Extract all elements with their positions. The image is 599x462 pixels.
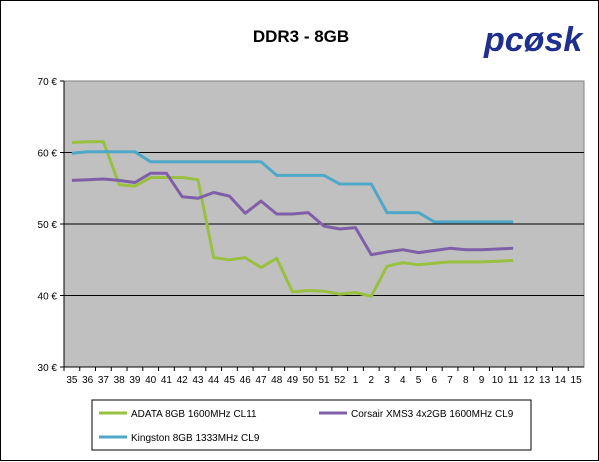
y-axis-ticks: 30 € 40 € 50 € 60 € 70 €	[38, 77, 65, 374]
x-tick-label: 39	[129, 375, 141, 386]
series-line-3	[71, 150, 514, 224]
legend-box	[91, 399, 532, 451]
y-tick-label: 50 €	[38, 220, 58, 231]
x-tick-label: 1	[353, 375, 359, 386]
x-tick-label: 14	[555, 375, 567, 386]
x-tick-label: 13	[539, 375, 551, 386]
x-tick-label: 12	[523, 375, 535, 386]
x-tick-label: 7	[447, 375, 453, 386]
series-line-2	[71, 171, 514, 257]
y-tick-label: 70 €	[38, 77, 58, 88]
series-line-1	[71, 140, 514, 298]
x-tick-label: 37	[98, 375, 110, 386]
x-tick-label: 36	[82, 375, 94, 386]
x-tick-label: 40	[145, 375, 157, 386]
chart-title: DDR3 - 8GB	[253, 27, 349, 46]
x-tick-label: 42	[177, 375, 189, 386]
legend: ADATA 8GB 1600MHz CL11 Corsair XMS3 4x2GB…	[99, 409, 514, 444]
legend-label: Kingston 8GB 1333MHz CL9	[131, 433, 260, 444]
x-tick-label: 50	[303, 375, 315, 386]
x-tick-label: 38	[114, 375, 126, 386]
x-tick-label: 49	[287, 375, 299, 386]
y-tick-label: 40 €	[38, 292, 58, 303]
series-lines	[71, 140, 514, 298]
x-tick-label: 6	[432, 375, 438, 386]
x-tick-label: 35	[66, 375, 78, 386]
x-tick-label: 41	[161, 375, 173, 386]
x-tick-label: 43	[192, 375, 204, 386]
x-tick-label: 52	[334, 375, 346, 386]
x-tick-label: 45	[224, 375, 236, 386]
x-tick-label: 2	[368, 375, 374, 386]
x-tick-label: 10	[492, 375, 504, 386]
x-tick-label: 3	[384, 375, 390, 386]
x-tick-label: 46	[240, 375, 252, 386]
x-tick-label: 8	[463, 375, 469, 386]
legend-label: ADATA 8GB 1600MHz CL11	[131, 409, 257, 420]
x-tick-label: 9	[479, 375, 485, 386]
pcsk-logo: pcøsk	[483, 21, 584, 59]
x-tick-label: 51	[318, 375, 330, 386]
x-tick-label: 4	[400, 375, 406, 386]
logo-text: pcøsk	[483, 21, 584, 59]
gridlines	[64, 152, 584, 296]
x-tick-label: 44	[208, 375, 220, 386]
x-tick-label: 5	[416, 375, 422, 386]
y-tick-label: 30 €	[38, 363, 58, 374]
x-tick-label: 11	[508, 375, 519, 386]
x-tick-label: 48	[271, 375, 283, 386]
x-tick-label: 15	[571, 375, 583, 386]
y-tick-label: 60 €	[38, 149, 58, 160]
x-tick-label: 47	[255, 375, 267, 386]
legend-label: Corsair XMS3 4x2GB 1600MHz CL9	[351, 409, 514, 420]
x-axis-ticks: 35 36 37 38 39 40 41 42 43 44 45 46 47 48 49 50 51 52 1 2 3 4…	[63, 366, 584, 386]
